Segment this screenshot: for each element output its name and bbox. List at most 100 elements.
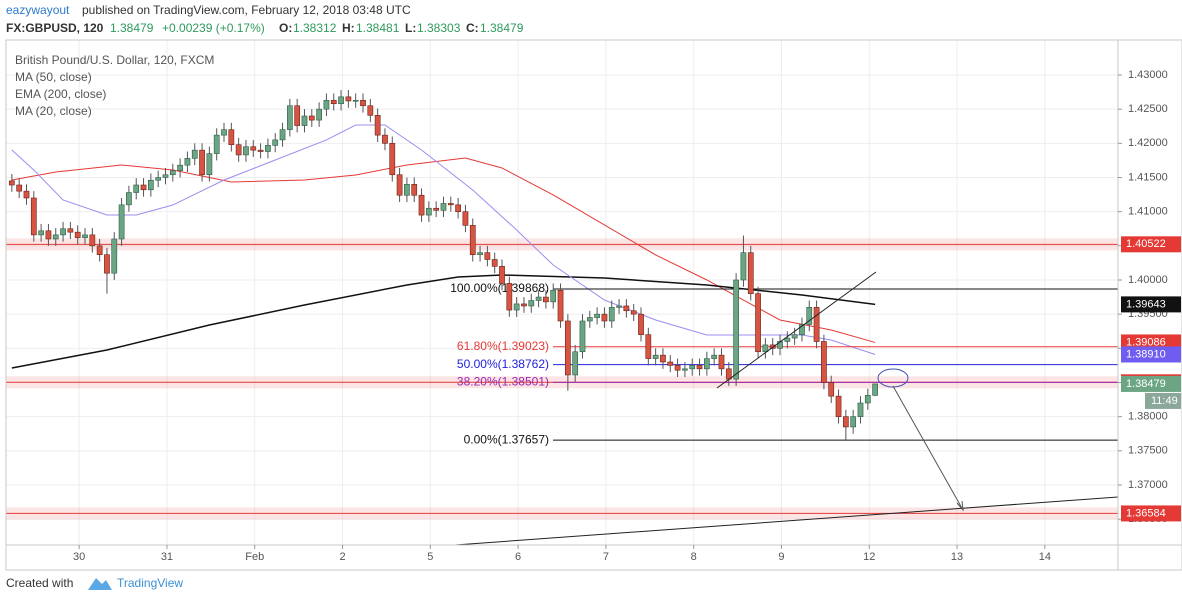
candle-body <box>111 238 118 274</box>
x-tick-label: 14 <box>1039 551 1051 563</box>
candle-body <box>82 234 88 238</box>
candle-body <box>469 225 476 256</box>
y-tick-label: 1.41000 <box>1128 206 1168 218</box>
candle-body <box>404 184 410 196</box>
candle-body <box>586 317 593 322</box>
price-label: 1.39086 <box>1126 336 1166 348</box>
symbol: FX:GBPUSD, 120 <box>6 21 104 35</box>
x-tick-label: 5 <box>427 551 433 563</box>
y-tick-label: 1.38000 <box>1128 411 1168 423</box>
x-tick-label: 9 <box>778 551 784 563</box>
candle-body <box>828 382 835 397</box>
candle-body <box>608 307 615 322</box>
candle-body <box>521 303 527 307</box>
candle-body <box>418 194 425 216</box>
candle-body <box>155 177 162 181</box>
candle-body <box>294 105 301 126</box>
candle-body <box>857 402 864 417</box>
legend-entry: EMA (200, close) <box>15 87 106 101</box>
candle-body <box>272 139 279 146</box>
o-label: O: <box>279 21 292 35</box>
candle-body <box>623 305 630 312</box>
candle-body <box>784 337 791 342</box>
candle-body <box>791 334 798 339</box>
candle-body <box>594 313 600 318</box>
candle-body <box>755 293 761 353</box>
x-tick-label: 30 <box>73 551 85 563</box>
candle-body <box>16 184 23 192</box>
candle-body <box>696 365 703 370</box>
candle-body <box>689 365 696 370</box>
candle-body <box>389 143 396 176</box>
y-tick-label: 1.42000 <box>1128 137 1168 149</box>
candle-body <box>169 170 176 176</box>
trend-line <box>454 496 1119 546</box>
candle-body <box>286 105 293 130</box>
candle-body <box>323 99 330 110</box>
indicator-line <box>11 157 876 343</box>
price-label-box <box>1121 346 1181 363</box>
candle-body <box>733 279 739 380</box>
candle-body <box>382 134 388 144</box>
candle-body <box>499 266 505 284</box>
candle-body <box>740 252 747 281</box>
candle-body <box>177 164 183 171</box>
candle-body <box>806 307 813 325</box>
candle-body <box>316 108 322 121</box>
candle-body <box>762 344 769 353</box>
high: 1.38481 <box>356 21 400 35</box>
brand[interactable]: TradingView <box>117 576 183 590</box>
candle-body <box>799 324 805 335</box>
candle-body <box>38 230 44 236</box>
candle-body <box>440 203 447 211</box>
candle-body <box>8 180 15 186</box>
candle-body <box>747 252 754 294</box>
fib-label: 50.00%(1.38762) <box>457 357 549 371</box>
candle-body <box>491 259 498 267</box>
open: 1.38312 <box>293 21 337 35</box>
published: published on TradingView.com, February 1… <box>82 3 411 17</box>
candle-body <box>550 289 557 303</box>
candle-body <box>191 149 198 159</box>
candle-body <box>184 158 191 166</box>
l-label: L: <box>405 21 416 35</box>
countdown: 11:49 <box>1151 395 1178 407</box>
y-tick-label: 1.42500 <box>1128 103 1168 115</box>
candle-body <box>528 300 535 307</box>
candle-body <box>60 228 66 236</box>
arrow-head <box>956 500 964 512</box>
candle-body <box>601 313 608 322</box>
author[interactable]: eazywayout <box>6 3 70 17</box>
candle-body <box>616 305 622 308</box>
candle-body <box>506 283 513 311</box>
candle-body <box>89 234 96 247</box>
candle-body <box>162 174 169 178</box>
x-tick-label: 13 <box>951 551 963 563</box>
candle-body <box>535 296 542 301</box>
candle-body <box>711 354 718 359</box>
candle-body <box>667 361 674 366</box>
candle-body <box>396 174 403 196</box>
candle-body <box>250 146 257 151</box>
candle-body <box>484 252 491 260</box>
candle-body <box>118 204 125 240</box>
x-tick-label: Feb <box>245 551 264 563</box>
price-label: 1.36584 <box>1126 507 1166 519</box>
candle-body <box>842 416 849 428</box>
candle-body <box>543 296 549 303</box>
candle-body <box>265 145 271 152</box>
price-label: 1.40522 <box>1126 238 1166 250</box>
candle-body <box>813 307 820 342</box>
price-label-box <box>1121 505 1181 522</box>
candle-body <box>564 320 571 376</box>
candle-body <box>557 289 564 322</box>
price-label-box <box>1121 334 1181 351</box>
candle-body <box>308 115 315 121</box>
candle-body <box>279 129 286 141</box>
candle-body <box>360 99 366 107</box>
candle-body <box>477 252 483 256</box>
candle-body <box>638 313 644 335</box>
candle-body <box>243 146 249 156</box>
candle-body <box>660 354 666 363</box>
